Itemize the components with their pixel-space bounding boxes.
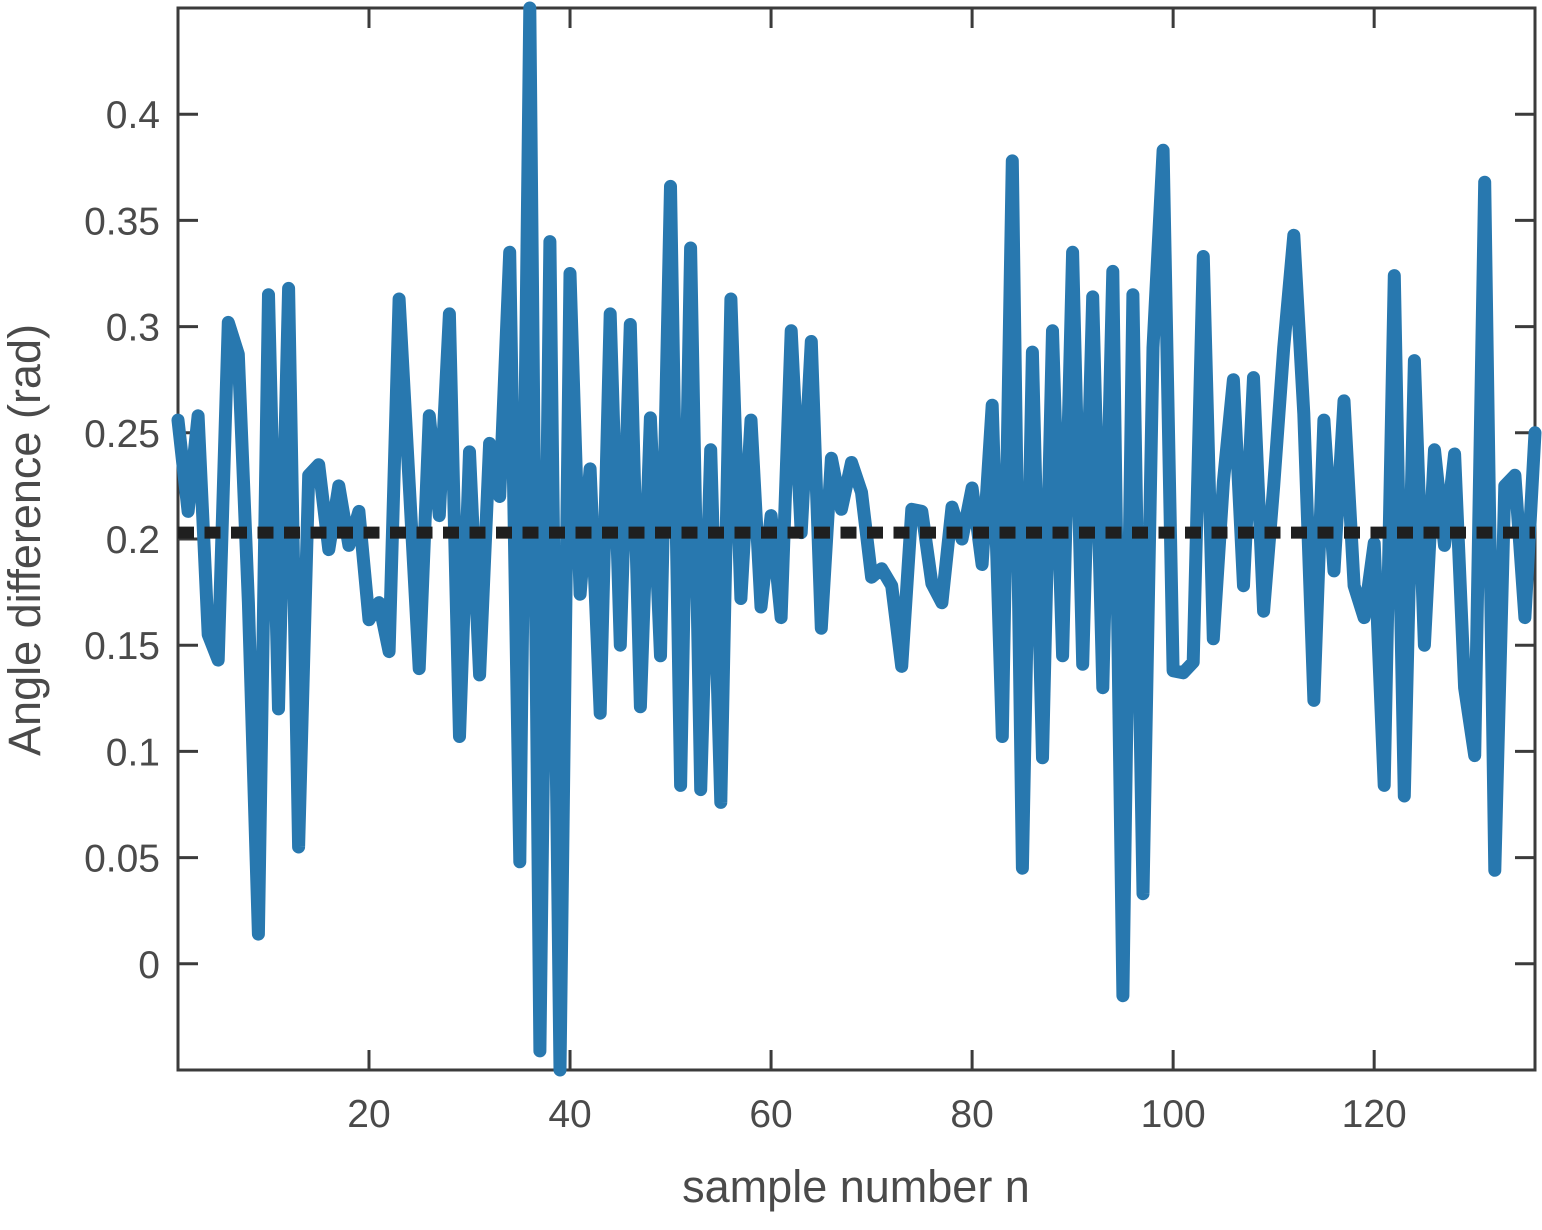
tick-labels: 20 40 60 80 100 120 0 0.05 0.1 0.15 0.2 0.25 0.3 0.35…: [84, 94, 1407, 1136]
y-tick-label: 0.25: [84, 413, 160, 456]
x-tick-label: 80: [950, 1093, 993, 1136]
x-tick-label: 120: [1342, 1093, 1407, 1136]
x-tick-label: 60: [749, 1093, 792, 1136]
y-tick-label: 0.2: [106, 519, 160, 562]
x-tick-label: 100: [1141, 1093, 1206, 1136]
y-axis-label: Angle difference (rad): [0, 324, 50, 756]
signal-line: [171, 1, 1542, 1077]
y-tick-label: 0: [138, 944, 160, 987]
y-tick-label: 0.4: [106, 94, 160, 137]
x-axis-label: sample number n: [682, 1161, 1030, 1212]
y-tick-label: 0.1: [106, 731, 160, 774]
x-tick-label: 20: [347, 1093, 390, 1136]
x-tick-label: 40: [548, 1093, 591, 1136]
y-tick-label: 0.05: [84, 838, 160, 881]
y-tick-label: 0.15: [84, 625, 160, 668]
y-tick-label: 0.35: [84, 200, 160, 243]
y-tick-label: 0.3: [106, 307, 160, 350]
